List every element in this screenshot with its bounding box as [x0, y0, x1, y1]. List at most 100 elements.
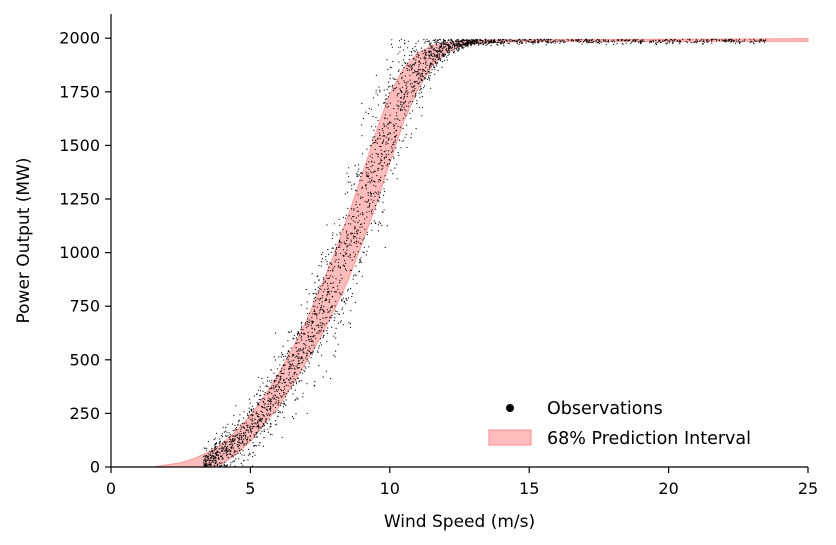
observation-point [567, 38, 569, 41]
observation-point [670, 39, 672, 41]
observation-point [276, 390, 278, 392]
observation-point [308, 324, 310, 326]
observation-point [283, 392, 285, 394]
observation-point [373, 192, 375, 195]
observation-point [409, 83, 411, 85]
observation-point [362, 239, 364, 241]
observation-point [421, 115, 423, 117]
observation-point [372, 180, 374, 182]
observation-point [433, 49, 435, 51]
observation-point [267, 376, 269, 378]
observation-point [269, 419, 271, 421]
observation-point [302, 333, 305, 335]
observation-point [225, 442, 227, 444]
observation-point [309, 319, 311, 321]
observation-point [393, 132, 395, 134]
observation-point [430, 58, 432, 60]
observation-point [698, 40, 701, 42]
observation-point [613, 41, 616, 43]
observation-point [425, 57, 427, 59]
observation-point [278, 393, 281, 395]
observation-point [308, 293, 310, 295]
observation-point [348, 167, 350, 169]
observation-point [218, 457, 220, 459]
observation-point [216, 464, 218, 467]
observation-point [383, 158, 385, 160]
observation-point [353, 232, 355, 234]
observation-point [460, 41, 462, 43]
observation-point [328, 293, 330, 295]
observation-point [457, 45, 459, 47]
observation-point [401, 106, 403, 108]
observation-point [323, 330, 325, 332]
observation-point [245, 422, 247, 424]
observation-point [252, 408, 255, 410]
observation-point [534, 40, 536, 42]
observation-point [602, 39, 604, 41]
observation-point [660, 41, 662, 44]
observation-point [448, 47, 450, 49]
observation-point [292, 417, 295, 420]
observation-point [364, 200, 366, 202]
observation-point [306, 320, 308, 323]
x-tick-label: 25 [798, 479, 818, 498]
observation-point [357, 175, 359, 177]
observation-point [412, 89, 414, 91]
observation-point [331, 306, 333, 308]
observation-point [451, 46, 453, 48]
observation-point [641, 39, 643, 41]
observation-point [205, 461, 207, 463]
observation-point [434, 68, 436, 70]
observation-point [275, 386, 277, 388]
observation-point [320, 329, 322, 331]
observation-point [410, 86, 412, 88]
observation-point [301, 322, 303, 324]
observation-point [352, 216, 354, 218]
observation-point [217, 454, 219, 456]
observation-point [571, 40, 573, 42]
observation-point [400, 96, 402, 98]
observation-point [239, 438, 241, 441]
observation-point [405, 115, 407, 117]
observation-point [267, 393, 269, 395]
observation-point [388, 92, 390, 94]
observation-point [444, 55, 446, 57]
observation-point [436, 57, 438, 59]
observation-point [384, 101, 386, 103]
observation-point [335, 310, 337, 312]
observation-point [357, 194, 359, 196]
observation-point [383, 124, 385, 126]
observation-point [307, 350, 309, 352]
observation-point [406, 68, 408, 70]
observation-point [297, 352, 299, 355]
observation-point [413, 64, 415, 66]
observation-point [323, 324, 325, 326]
observation-point [503, 38, 505, 41]
observation-point [410, 133, 412, 135]
observation-point [249, 425, 252, 427]
observation-point [202, 461, 204, 463]
observation-point [728, 39, 730, 41]
observation-point [668, 42, 671, 44]
observation-point [332, 282, 335, 284]
observation-point [398, 69, 400, 71]
observation-point [269, 409, 271, 411]
observation-point [296, 334, 299, 336]
observation-point [260, 433, 262, 435]
observation-point [310, 352, 312, 354]
observation-point [275, 389, 278, 391]
observation-point [338, 322, 340, 324]
observation-point [429, 62, 431, 64]
observation-point [652, 41, 655, 43]
observation-point [622, 39, 624, 41]
observation-point [343, 265, 345, 267]
observation-point [510, 38, 512, 41]
observation-point [315, 338, 317, 340]
observation-point [421, 75, 423, 77]
observation-point [642, 39, 644, 41]
observation-point [372, 97, 375, 99]
observation-point [270, 388, 272, 390]
observation-point [283, 380, 285, 382]
observation-point [349, 256, 351, 259]
x-tick-label: 0 [106, 479, 116, 498]
